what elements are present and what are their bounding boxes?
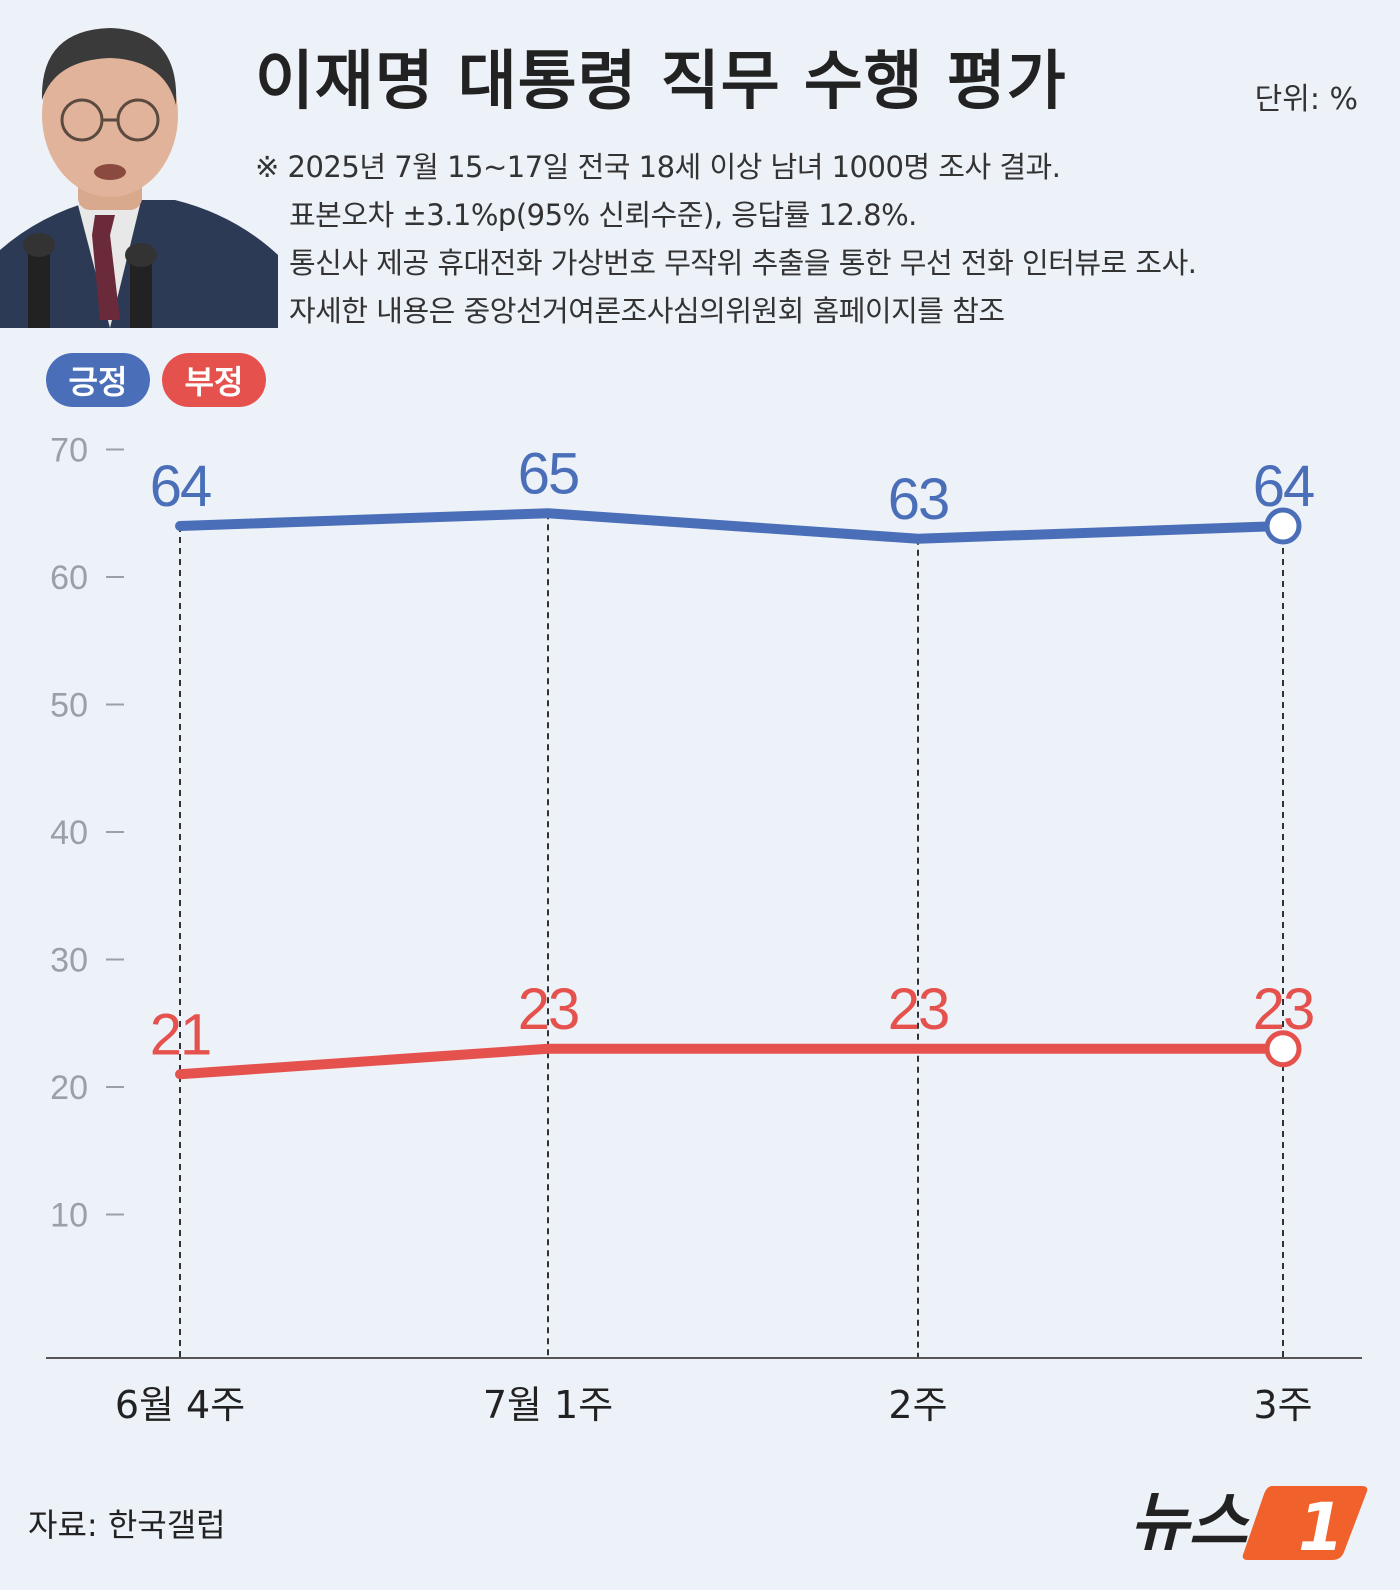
note-line: ※ 2025년 7월 15~17일 전국 18세 이상 남녀 1000명 조사 … <box>255 150 1061 184</box>
series-line <box>175 1043 1288 1080</box>
legend: 긍정 부정 <box>46 353 266 407</box>
source-label: 자료: 한국갤럽 <box>28 1506 226 1544</box>
data-label: 23 <box>1253 977 1314 1042</box>
data-label: 64 <box>150 454 211 519</box>
unit-label: 단위: % <box>1254 82 1358 117</box>
end-marker <box>1264 1030 1302 1068</box>
end-marker <box>1264 507 1302 545</box>
x-tick-label: 7월 1주 <box>483 1383 613 1427</box>
y-tick-label: 30 <box>50 942 88 980</box>
president-photo <box>0 0 278 328</box>
logo-number: 1 <box>1298 1489 1344 1562</box>
logo-badge <box>1242 1486 1368 1560</box>
data-label: 63 <box>888 467 949 532</box>
data-label: 21 <box>150 1002 211 1067</box>
series-line <box>175 508 1288 544</box>
x-tick-label: 2주 <box>888 1383 947 1427</box>
y-tick-label: 70 <box>50 432 88 470</box>
x-tick-label: 6월 4주 <box>115 1383 245 1427</box>
y-tick-label: 20 <box>50 1069 88 1107</box>
data-label: 65 <box>518 441 579 506</box>
note-line: 표본오차 ±3.1%p(95% 신뢰수준), 응답률 12.8%. <box>289 198 917 232</box>
y-tick-label: 40 <box>50 814 88 852</box>
survey-notes: ※ 2025년 7월 15~17일 전국 18세 이상 남녀 1000명 조사 … <box>255 143 1355 335</box>
chart-title: 이재명 대통령 직무 수행 평가 <box>255 45 1067 119</box>
note-line: 통신사 제공 휴대전화 가상번호 무작위 추출을 통한 무선 전화 인터뷰로 조… <box>289 246 1197 280</box>
data-label: 23 <box>888 977 949 1042</box>
y-tick-label: 10 <box>50 1197 88 1235</box>
data-label: 23 <box>518 977 579 1042</box>
y-tick-label: 50 <box>50 687 88 725</box>
legend-negative: 부정 <box>162 353 266 407</box>
data-label: 64 <box>1253 454 1314 519</box>
note-line: 자세한 내용은 중앙선거여론조사심의위원회 홈페이지를 참조 <box>289 294 1005 328</box>
y-tick-label: 60 <box>50 559 88 597</box>
logo-text: 뉴스 <box>1130 1486 1250 1560</box>
x-tick-label: 3주 <box>1253 1383 1312 1427</box>
legend-positive: 긍정 <box>46 353 150 407</box>
news1-logo: 뉴스 1 <box>1130 1478 1370 1566</box>
